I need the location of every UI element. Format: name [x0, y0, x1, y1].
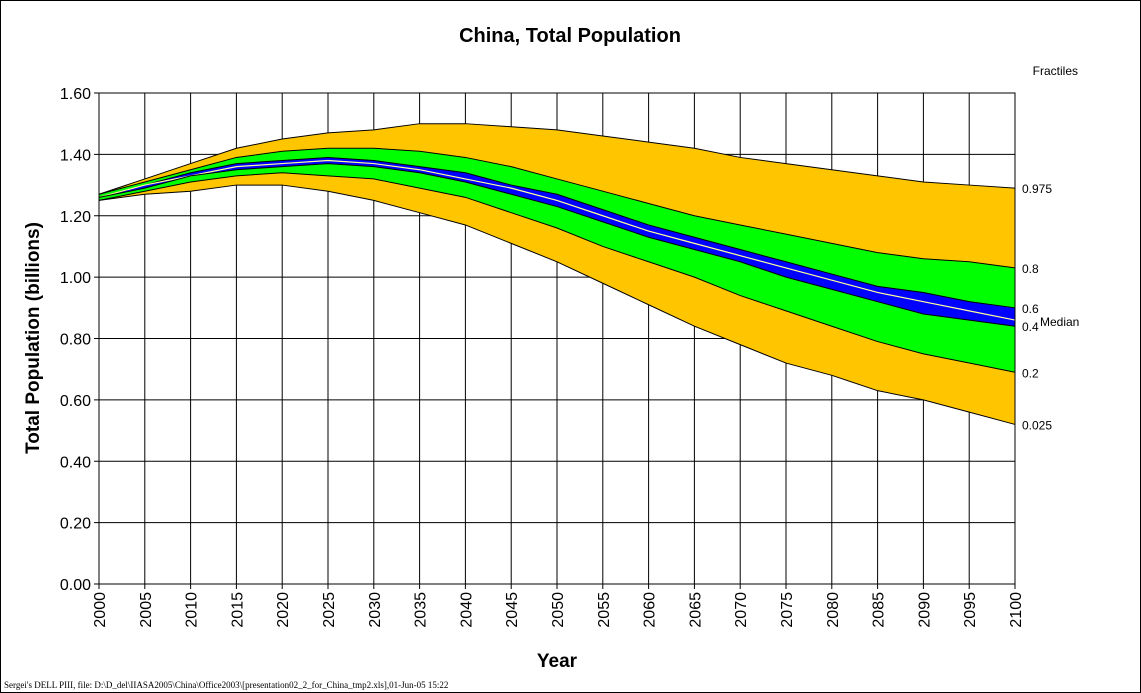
x-tick-label: 2055: [596, 592, 613, 628]
x-tick-label: 2075: [779, 592, 796, 628]
x-axis-ticks: 2000 2005 2010 2015 2020 2025 2030 2035 2040 2045…: [92, 584, 1025, 628]
x-tick-label: 2035: [413, 592, 430, 628]
series-line-0-8: [98, 147, 1016, 269]
series-line-0-2: [98, 172, 1016, 373]
y-tick-label: 1.00: [60, 270, 91, 287]
fractile-label-0-6: 0.6: [1022, 302, 1039, 316]
y-tick-label: 0.20: [60, 516, 91, 533]
x-tick-label: 2025: [321, 592, 338, 628]
band-outer: [99, 123, 1015, 425]
fractiles-label: Fractiles: [1033, 64, 1078, 78]
band-middle: [99, 148, 1015, 373]
band-inner: [99, 157, 1015, 327]
x-tick-label: 2060: [642, 592, 659, 628]
x-tick-label: 2100: [1008, 592, 1025, 628]
x-tick-label: 2005: [138, 592, 155, 628]
x-tick-label: 2050: [550, 592, 567, 628]
y-tick-label: 0.00: [60, 577, 91, 594]
x-tick-label: 2015: [229, 592, 246, 628]
y-tick-label: 0.60: [60, 393, 91, 410]
series-line-median: [98, 159, 1016, 321]
fractile-label-0-2: 0.2: [1022, 366, 1039, 380]
x-tick-label: 2020: [275, 592, 292, 628]
x-tick-label: 2085: [871, 592, 888, 628]
x-axis-title: Year: [537, 651, 578, 672]
fractile-bands: [99, 123, 1015, 425]
y-tick-label: 0.40: [60, 454, 91, 471]
median-label: Median: [1040, 315, 1079, 329]
series-line-0-6: [98, 156, 1016, 309]
chart-title: China, Total Population: [459, 25, 681, 47]
y-axis-ticks: 0.00 0.20 0.40 0.60 0.80 1.00 1.20 1.40 1.60: [60, 86, 99, 594]
series-line-0-4: [98, 163, 1016, 327]
x-tick-label: 2065: [687, 592, 704, 628]
y-tick-label: 0.80: [60, 332, 91, 349]
x-tick-label: 2080: [825, 592, 842, 628]
x-tick-label: 2090: [916, 592, 933, 628]
series-line-0-025: [98, 184, 1016, 425]
series-line-0-975: [98, 123, 1016, 195]
fractile-label-0-025: 0.025: [1022, 418, 1052, 432]
x-tick-label: 2040: [458, 592, 475, 628]
x-tick-label: 2000: [92, 592, 109, 628]
fractile-lines: [98, 123, 1016, 425]
y-tick-label: 1.60: [60, 86, 91, 103]
x-tick-label: 2095: [962, 592, 979, 628]
x-tick-label: 2045: [504, 592, 521, 628]
x-tick-label: 2070: [733, 592, 750, 628]
y-tick-label: 1.20: [60, 209, 91, 226]
y-tick-label: 1.40: [60, 147, 91, 164]
fractile-label-0-8: 0.8: [1022, 262, 1039, 276]
x-tick-label: 2030: [367, 592, 384, 628]
y-axis-title: Total Population (billions): [23, 222, 44, 454]
fractile-label-0-4: 0.4: [1022, 320, 1039, 334]
fractile-label-0-975: 0.975: [1022, 182, 1052, 196]
x-tick-label: 2010: [184, 592, 201, 628]
footer-file-info: Sergei's DELL PIII, file: D:\D_del\IIASA…: [4, 680, 448, 690]
